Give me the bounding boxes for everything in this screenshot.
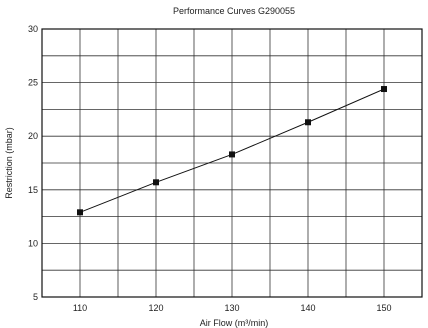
x-tick-label: 110 [73,303,87,313]
y-tick-label: 20 [28,131,38,141]
y-tick-label: 30 [28,24,38,34]
data-point [153,179,159,186]
data-point [77,209,83,216]
data-point [229,151,235,158]
x-axis-label: Air Flow (m³/min) [200,318,269,328]
plot-frame [41,28,423,298]
data-point [381,86,387,93]
chart-title: Performance Curves G290055 [173,6,295,16]
x-tick-labels: 110 120 130 140 150 [73,303,392,313]
data-markers [77,86,387,216]
y-tick-label: 15 [28,185,38,195]
data-point [305,119,311,126]
grid [41,28,423,298]
x-tick-label: 120 [148,303,163,313]
y-tick-label: 5 [33,292,38,302]
x-tick-label: 130 [224,303,239,313]
y-axis-label: Restriction (mbar) [4,127,14,199]
x-tick-label: 140 [300,303,315,313]
x-tick-label: 150 [376,303,391,313]
y-tick-labels: 5 10 15 20 25 30 [28,24,38,302]
y-tick-label: 10 [28,238,38,248]
y-tick-label: 25 [28,78,38,88]
